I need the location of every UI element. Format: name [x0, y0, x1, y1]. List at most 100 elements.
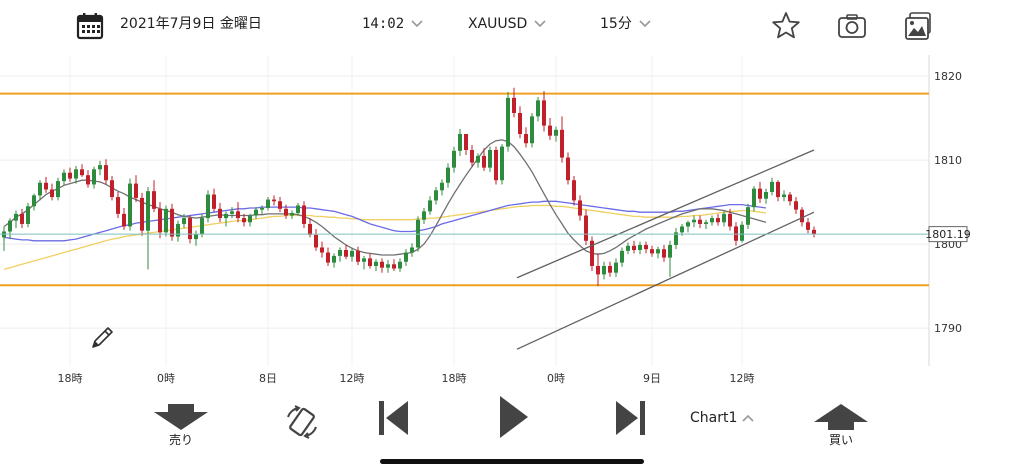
candle	[290, 210, 294, 219]
candle	[620, 247, 624, 267]
camera-icon[interactable]	[836, 10, 868, 42]
candle-body	[500, 146, 504, 181]
candle-body	[356, 250, 360, 262]
candle	[740, 221, 744, 243]
candle	[578, 195, 582, 221]
rotate-icon[interactable]	[284, 404, 320, 440]
candle	[374, 259, 378, 272]
candle-body	[440, 182, 444, 191]
candle	[452, 146, 456, 173]
candle	[302, 201, 306, 229]
chart-selector[interactable]: Chart1	[690, 410, 755, 426]
candle-body	[554, 129, 558, 136]
candle	[32, 193, 36, 211]
candle	[350, 247, 354, 262]
candle	[572, 176, 576, 206]
candle	[26, 202, 30, 228]
candle	[92, 166, 96, 189]
time-label: 14:02	[362, 16, 405, 32]
horizontal-lines[interactable]	[0, 92, 929, 287]
candle	[140, 192, 144, 236]
candle	[782, 190, 786, 202]
candle	[494, 146, 498, 185]
candle-body	[296, 205, 300, 214]
candle	[212, 188, 216, 213]
candle-body	[392, 264, 396, 269]
candle-body	[182, 218, 186, 224]
candle-body	[74, 169, 78, 179]
candle-body	[362, 258, 366, 262]
candle	[404, 249, 408, 266]
candlesticks	[2, 87, 816, 287]
skip-to-start-icon[interactable]	[376, 398, 412, 438]
candle-body	[512, 97, 516, 113]
star-icon[interactable]	[770, 10, 802, 42]
candle-body	[122, 213, 126, 227]
candle-body	[746, 207, 750, 225]
candle-body	[14, 213, 18, 221]
timeframe-selector[interactable]: 15分	[600, 14, 652, 34]
trend-channel-lines[interactable]	[516, 149, 815, 350]
candle-body	[110, 180, 114, 198]
candle	[662, 244, 666, 262]
symbol-selector[interactable]: XAUUSD	[468, 14, 547, 34]
price-tick-label: 1810	[934, 154, 962, 167]
candle-body	[140, 197, 144, 231]
pencil-icon[interactable]	[92, 327, 113, 348]
sell-button[interactable]: 売り	[150, 402, 212, 450]
candle-body	[338, 250, 342, 256]
candle	[296, 202, 300, 216]
current-price-label: 1801.19	[925, 228, 971, 241]
candle	[218, 202, 222, 223]
candle-body	[470, 149, 474, 163]
candle-body	[332, 255, 336, 263]
candle-body	[602, 265, 606, 275]
date-display[interactable]: 2021年7月9日 金曜日	[120, 14, 262, 34]
candle-body	[770, 181, 774, 193]
candle-body	[524, 134, 528, 144]
candle	[386, 260, 390, 273]
candle	[656, 246, 660, 259]
candle-body	[308, 223, 312, 235]
candle-body	[266, 199, 270, 208]
candle-body	[638, 244, 642, 251]
candle-body	[488, 149, 492, 168]
candle	[332, 253, 336, 268]
candle-body	[68, 172, 72, 179]
candle-body	[584, 215, 588, 241]
trendline	[516, 149, 815, 279]
candle	[590, 236, 594, 272]
candle	[698, 215, 702, 229]
candle-body	[80, 169, 84, 176]
play-icon[interactable]	[496, 394, 530, 440]
candle-body	[188, 218, 192, 240]
time-selector[interactable]: 14:02	[362, 14, 424, 34]
candle	[236, 202, 240, 223]
candle-body	[620, 250, 624, 263]
candle	[704, 219, 708, 229]
candle-body	[368, 258, 372, 266]
candle-body	[662, 249, 666, 258]
candle-body	[650, 249, 654, 254]
buy-button[interactable]: 買い	[810, 402, 872, 450]
candle-body	[230, 211, 234, 214]
candle-body	[302, 205, 306, 224]
candle-body	[776, 181, 780, 198]
candle	[134, 175, 138, 203]
candle-body	[482, 155, 486, 168]
gallery-icon[interactable]	[903, 10, 935, 42]
buy-arrow-icon	[814, 404, 868, 430]
calendar-icon[interactable]	[76, 12, 104, 40]
candle	[626, 242, 630, 255]
ma-slow-line	[3, 204, 767, 270]
candle-body	[242, 218, 246, 223]
date-label: 2021年7月9日 金曜日	[120, 16, 262, 32]
candle	[602, 261, 606, 280]
candle	[770, 177, 774, 196]
candle	[428, 196, 432, 215]
candle	[650, 245, 654, 257]
candle-body	[710, 218, 714, 223]
skip-to-end-icon[interactable]	[612, 398, 648, 438]
candle	[194, 230, 198, 246]
